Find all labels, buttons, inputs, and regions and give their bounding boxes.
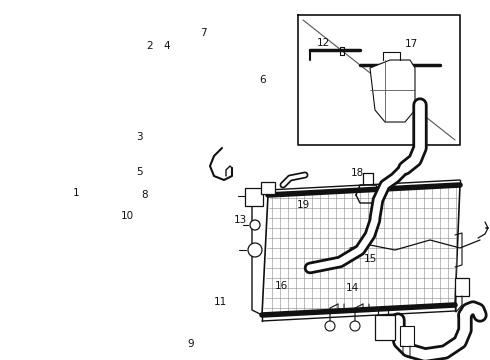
Circle shape: [350, 321, 360, 331]
Text: 10: 10: [121, 211, 134, 221]
Text: 12: 12: [317, 38, 330, 48]
Bar: [400, 326, 414, 346]
Text: 19: 19: [297, 200, 311, 210]
Polygon shape: [370, 60, 415, 122]
Bar: [375, 315, 395, 340]
Text: 11: 11: [214, 297, 227, 307]
Text: 14: 14: [346, 283, 360, 293]
Text: 6: 6: [259, 75, 266, 85]
Bar: [245, 188, 263, 206]
Text: 2: 2: [146, 41, 153, 51]
Text: 9: 9: [188, 339, 195, 349]
Bar: [261, 182, 275, 194]
Text: 16: 16: [275, 281, 289, 291]
Text: 17: 17: [405, 39, 418, 49]
Text: 7: 7: [200, 28, 207, 38]
Text: 13: 13: [233, 215, 247, 225]
Bar: [455, 278, 469, 296]
Circle shape: [248, 243, 262, 257]
Text: 18: 18: [351, 168, 365, 178]
Text: 1: 1: [73, 188, 79, 198]
Text: 5: 5: [136, 167, 143, 177]
Circle shape: [325, 321, 335, 331]
Text: 3: 3: [136, 132, 143, 142]
Text: 4: 4: [163, 41, 170, 51]
Text: 15: 15: [363, 254, 377, 264]
Circle shape: [250, 220, 260, 230]
Polygon shape: [262, 185, 460, 315]
Text: 8: 8: [141, 190, 148, 201]
